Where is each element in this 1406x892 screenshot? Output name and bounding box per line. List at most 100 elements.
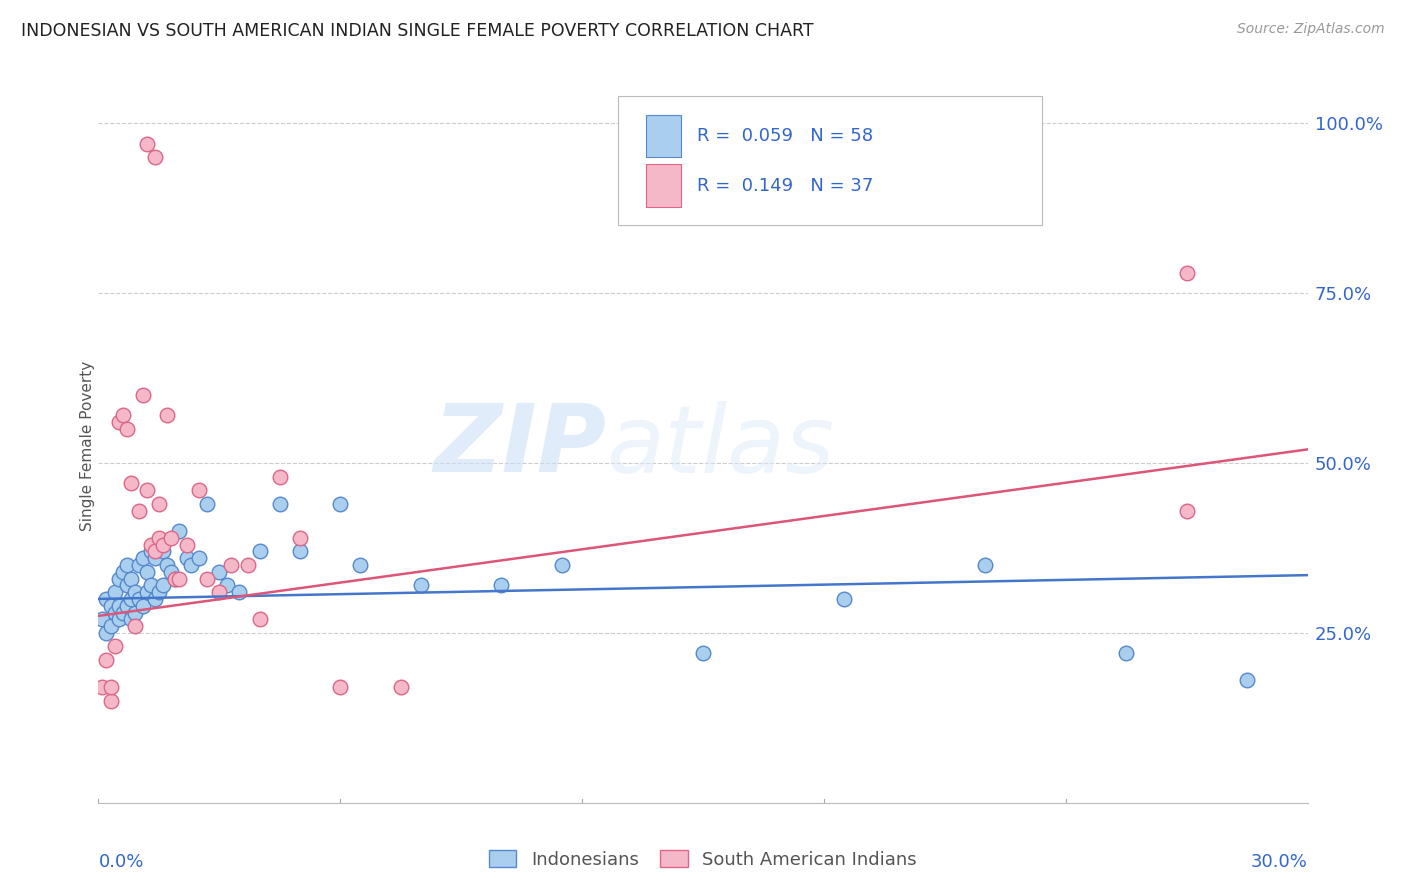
Point (156, 558, 179, 572)
Point (115, 558, 138, 572)
Point (217, 578, 239, 592)
Point (143, 544, 166, 558)
Point (100, 619, 122, 633)
Point (692, 646, 714, 660)
Point (329, 680, 352, 694)
Point (188, 483, 211, 498)
Point (148, 531, 170, 545)
Point (115, 599, 138, 613)
Point (103, 640, 125, 654)
Point (128, 558, 150, 572)
Point (107, 415, 129, 429)
Text: INDONESIAN VS SOUTH AMERICAN INDIAN SINGLE FEMALE POVERTY CORRELATION CHART: INDONESIAN VS SOUTH AMERICAN INDIAN SING… (21, 22, 814, 40)
Y-axis label: Single Female Poverty: Single Female Poverty (80, 361, 94, 531)
Point (135, 565, 157, 579)
Point (163, 572, 186, 586)
FancyBboxPatch shape (647, 164, 682, 207)
Point (1175, 266, 1198, 280)
Point (188, 551, 211, 566)
Point (551, 558, 574, 572)
Point (115, 578, 138, 592)
FancyBboxPatch shape (619, 96, 1042, 225)
Point (249, 612, 271, 626)
Point (139, 544, 162, 558)
Point (160, 565, 183, 579)
Legend: Indonesians, South American Indians: Indonesians, South American Indians (482, 843, 924, 876)
Point (107, 599, 129, 613)
Text: atlas: atlas (606, 401, 835, 491)
Point (96, 653, 118, 667)
Point (148, 585, 170, 599)
Text: 30.0%: 30.0% (1251, 853, 1308, 871)
Point (132, 551, 155, 566)
Point (195, 497, 218, 511)
Point (180, 558, 202, 572)
Point (135, 585, 157, 599)
Point (143, 591, 166, 606)
Point (115, 422, 138, 436)
Point (128, 591, 150, 606)
Point (249, 544, 271, 558)
Point (288, 544, 311, 558)
Point (124, 606, 146, 620)
Point (208, 565, 231, 579)
Point (139, 578, 162, 592)
Point (1236, 673, 1258, 688)
Point (124, 585, 146, 599)
Point (103, 606, 125, 620)
Point (195, 572, 218, 586)
Point (132, 388, 155, 402)
Point (120, 591, 142, 606)
Point (111, 606, 134, 620)
Point (91, 612, 114, 626)
Point (176, 551, 198, 566)
Point (167, 572, 190, 586)
Point (491, 578, 513, 592)
Point (148, 497, 170, 511)
Point (135, 136, 157, 151)
Point (974, 558, 997, 572)
Point (132, 599, 155, 613)
Point (1175, 503, 1198, 517)
Point (107, 612, 129, 626)
Point (148, 537, 170, 551)
Point (96, 591, 118, 606)
Point (107, 572, 129, 586)
Point (329, 497, 352, 511)
Text: Source: ZipAtlas.com: Source: ZipAtlas.com (1237, 22, 1385, 37)
Point (96, 626, 118, 640)
Point (269, 497, 291, 511)
Point (349, 558, 371, 572)
Point (128, 503, 150, 517)
Point (91, 680, 114, 694)
Point (1115, 646, 1137, 660)
Point (409, 578, 432, 592)
Point (228, 585, 250, 599)
Text: 0.0%: 0.0% (98, 853, 143, 871)
Point (120, 612, 142, 626)
Point (111, 409, 134, 423)
Point (832, 591, 855, 606)
Point (176, 537, 198, 551)
Point (143, 150, 166, 164)
Point (152, 578, 174, 592)
Point (163, 572, 186, 586)
Point (288, 531, 311, 545)
Point (100, 694, 122, 708)
Point (143, 551, 166, 566)
Point (221, 558, 243, 572)
Point (111, 565, 134, 579)
Point (156, 409, 179, 423)
Point (389, 680, 412, 694)
Point (124, 619, 146, 633)
Point (167, 524, 190, 538)
Text: R =  0.059   N = 58: R = 0.059 N = 58 (697, 127, 873, 145)
Text: R =  0.149   N = 37: R = 0.149 N = 37 (697, 177, 873, 194)
Point (100, 599, 122, 613)
Point (103, 585, 125, 599)
Text: ZIP: ZIP (433, 400, 606, 492)
Point (135, 483, 157, 498)
Point (120, 572, 142, 586)
Point (100, 680, 122, 694)
Point (139, 537, 162, 551)
